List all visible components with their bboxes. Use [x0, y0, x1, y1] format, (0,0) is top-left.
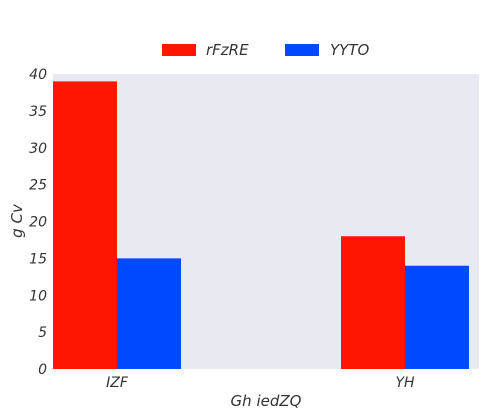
x-tick-label: IZF [106, 375, 129, 391]
legend-label-series-2: YYTO [330, 41, 369, 59]
x-axis-title: Gh iedZQ [231, 392, 302, 410]
y-tick-label: 35 [29, 104, 47, 120]
y-tick-label: 20 [29, 215, 47, 231]
x-axis-ticks: IZF YH [106, 375, 415, 391]
bar-izf-series-2 [117, 258, 181, 369]
y-tick-label: 30 [29, 141, 47, 157]
y-tick-label: 10 [29, 288, 47, 304]
y-axis-title: g Cv [8, 203, 26, 238]
legend-swatch-series-2 [285, 44, 319, 56]
bar-yh-series-1 [341, 236, 405, 369]
y-tick-label: 25 [29, 178, 47, 194]
x-tick-label: YH [395, 375, 415, 391]
y-tick-label: 0 [38, 362, 47, 378]
legend-label-series-1: rFzRE [206, 41, 249, 59]
bars-layer [53, 81, 469, 369]
bar-yh-series-2 [405, 265, 469, 369]
y-axis-ticks: 0 5 10 15 20 25 30 35 40 [29, 67, 47, 378]
y-tick-label: 15 [29, 251, 47, 267]
legend: rFzRE YYTO [162, 41, 369, 59]
bar-izf-series-1 [53, 81, 117, 369]
y-tick-label: 5 [38, 325, 47, 341]
legend-swatch-series-1 [162, 44, 196, 56]
y-tick-label: 40 [29, 67, 47, 83]
